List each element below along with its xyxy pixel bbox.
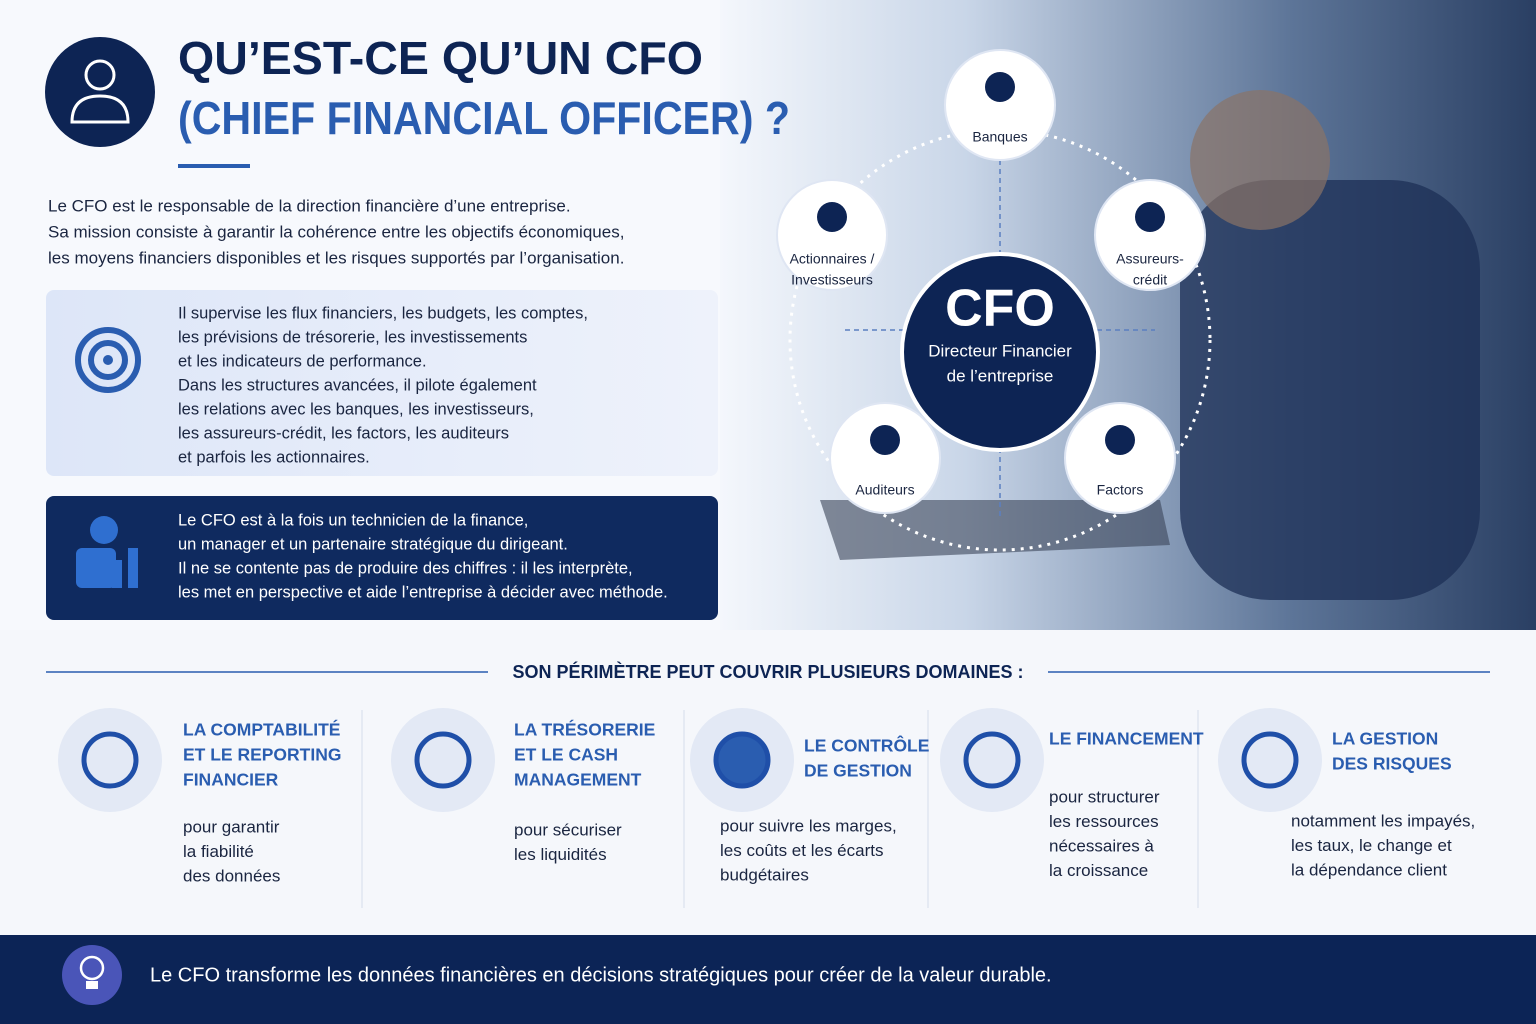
domain-description: les liquidités — [514, 845, 607, 864]
stakeholder-label: Factors — [1097, 482, 1144, 498]
stakeholder-label: Auditeurs — [855, 482, 914, 498]
box-text: les relations avec les banques, les inve… — [178, 400, 534, 418]
bulb-icon — [79, 955, 105, 981]
person-head — [1190, 90, 1330, 230]
domain-icon — [414, 731, 472, 789]
domain-description: la fiabilité — [183, 842, 254, 861]
domain-description: pour sécuriser — [514, 820, 622, 839]
domain-title: LA GESTION — [1332, 729, 1438, 749]
stakeholder-icon — [817, 202, 847, 232]
manager-icon — [90, 516, 118, 544]
domain-title: LA TRÉSORERIE — [514, 719, 655, 740]
header-icon — [45, 37, 155, 147]
stakeholder-icon — [870, 425, 900, 455]
title-underline — [178, 164, 250, 168]
box-text: Dans les structures avancées, il pilote … — [178, 376, 537, 394]
header-icon-head — [84, 59, 116, 91]
stakeholder-node — [944, 49, 1056, 161]
intro-text: Sa mission consiste à garantir la cohére… — [48, 222, 624, 241]
cfo-subtitle: de l’entreprise — [947, 366, 1054, 385]
stakeholder-node — [829, 402, 941, 514]
box-text: Il supervise les flux financiers, les bu… — [178, 304, 588, 322]
title: (CHIEF FINANCIAL OFFICER) ? — [178, 92, 790, 144]
bulb-icon — [86, 981, 98, 989]
domain-description: pour structurer — [1049, 787, 1160, 806]
domain-description: des données — [183, 866, 280, 885]
target-icon — [88, 340, 128, 380]
domain-icon — [713, 731, 771, 789]
stakeholder-node — [1094, 179, 1206, 291]
box-text: Le CFO est à la fois un technicien de la… — [178, 511, 528, 529]
box-text: les met en perspective et aide l’entrepr… — [178, 583, 668, 601]
laptop — [820, 500, 1170, 560]
domain-description: pour suivre les marges, — [720, 816, 897, 835]
highlight-box — [46, 496, 718, 620]
stakeholder-label: crédit — [1133, 272, 1167, 288]
stakeholder-node — [776, 179, 888, 291]
box-text: et les indicateurs de performance. — [178, 352, 427, 370]
box-text: les assureurs-crédit, les factors, les a… — [178, 424, 509, 442]
domains-heading: SON PÉRIMÈTRE PEUT COUVRIR PLUSIEURS DOM… — [512, 661, 1023, 682]
manager-icon — [128, 548, 138, 588]
domain-icon — [81, 731, 139, 789]
manager-icon — [96, 568, 106, 588]
person-silhouette — [1180, 180, 1480, 600]
domain-description: les coûts et les écarts — [720, 841, 883, 860]
domain-title: MANAGEMENT — [514, 770, 642, 790]
domain-description: la croissance — [1049, 861, 1148, 880]
intro-text: les moyens financiers disponibles et les… — [48, 248, 624, 267]
cfo-title: CFO — [945, 280, 1055, 338]
domain-title: ET LE CASH — [514, 745, 618, 765]
target-icon — [103, 355, 113, 365]
domain-description: les ressources — [1049, 812, 1159, 831]
domain-icon-bg — [1218, 708, 1322, 812]
cfo-circle — [900, 252, 1100, 452]
manager-icon — [112, 560, 122, 588]
domain-title: ET LE REPORTING — [183, 745, 341, 765]
stakeholder-icon — [985, 72, 1015, 102]
domain-description: les taux, le change et — [1291, 836, 1452, 855]
cfo-subtitle: Directeur Financier — [928, 341, 1072, 360]
domain-title: DE GESTION — [804, 761, 912, 781]
box-text: un manager et un partenaire stratégique … — [178, 535, 568, 553]
domain-icon-bg — [940, 708, 1044, 812]
stakeholder-icon — [1135, 202, 1165, 232]
domain-icon-bg — [391, 708, 495, 812]
footer-band — [0, 935, 1536, 1024]
info-box — [46, 290, 718, 476]
box-text: et parfois les actionnaires. — [178, 448, 370, 466]
domain-title: FINANCIER — [183, 770, 279, 790]
header-icon-body — [70, 94, 130, 124]
domain-title: LE FINANCEMENT — [1049, 729, 1204, 749]
domain-description: notamment les impayés, — [1291, 811, 1475, 830]
bulb-icon — [62, 945, 122, 1005]
domain-icon — [963, 731, 1021, 789]
stakeholder-label: Actionnaires / — [790, 251, 875, 267]
domain-description: budgétaires — [720, 865, 809, 884]
domain-icon — [1241, 731, 1299, 789]
domain-description: nécessaires à — [1049, 836, 1154, 855]
domain-title: DES RISQUES — [1332, 754, 1452, 774]
domain-description: pour garantir — [183, 817, 280, 836]
stakeholder-label: Banques — [972, 129, 1027, 145]
stakeholder-node — [1064, 402, 1176, 514]
stakeholder-icon — [1105, 425, 1135, 455]
domain-title: LA COMPTABILITÉ — [183, 719, 340, 740]
target-icon — [75, 327, 141, 393]
stakeholder-label: Investisseurs — [791, 272, 873, 288]
box-text: les prévisions de trésorerie, les invest… — [178, 328, 527, 346]
domain-icon-bg — [58, 708, 162, 812]
box-text: Il ne se contente pas de produire des ch… — [178, 559, 633, 577]
intro-text: Le CFO est le responsable de la directio… — [48, 196, 571, 215]
domain-title: LE CONTRÔLE — [804, 735, 929, 756]
domain-description: la dépendance client — [1291, 860, 1447, 879]
footer-text: Le CFO transforme les données financière… — [150, 964, 1052, 986]
title: QU’EST-CE QU’UN CFO — [178, 32, 703, 84]
diagram-ring — [788, 128, 1212, 552]
stakeholder-label: Assureurs- — [1116, 251, 1184, 267]
